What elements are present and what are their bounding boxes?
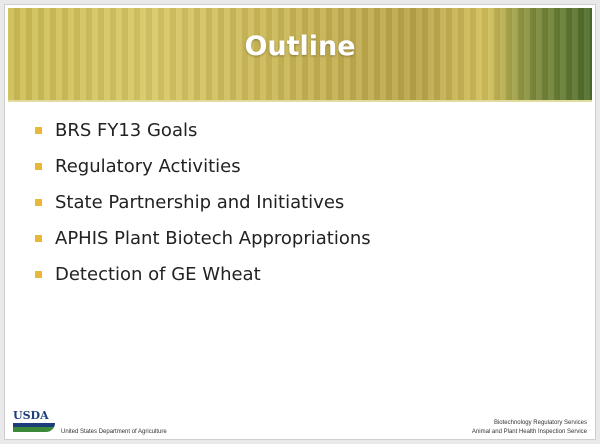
- bullet-item: Detection of GE Wheat: [35, 261, 371, 297]
- bullet-item: State Partnership and Initiatives: [35, 189, 371, 225]
- slide-title: Outline: [5, 31, 595, 62]
- bullet-item: APHIS Plant Biotech Appropriations: [35, 225, 371, 261]
- footer-right-line: Animal and Plant Health Inspection Servi…: [472, 428, 587, 437]
- usda-logo: USDA: [13, 410, 55, 434]
- bullet-item: Regulatory Activities: [35, 153, 371, 189]
- footer-right-line: Biotechnology Regulatory Services: [472, 419, 587, 428]
- footer-left: United States Department of Agriculture: [61, 429, 167, 435]
- footer-right: Biotechnology Regulatory Services Animal…: [472, 419, 587, 437]
- bullet-item: BRS FY13 Goals: [35, 117, 371, 153]
- page: Outline BRS FY13 GoalsRegulatory Activit…: [0, 0, 600, 444]
- header-rule: [8, 100, 592, 102]
